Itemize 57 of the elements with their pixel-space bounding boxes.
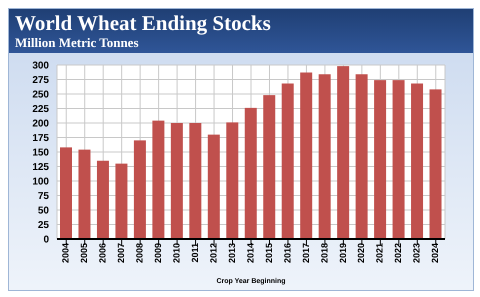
x-tick-label: 2007 bbox=[116, 243, 126, 264]
x-tick-label: 2009 bbox=[153, 243, 164, 264]
y-tick-label: 225 bbox=[32, 104, 50, 116]
y-tick-label: 75 bbox=[38, 191, 50, 202]
y-tick-label: 25 bbox=[38, 220, 50, 232]
y-tick-label: 0 bbox=[43, 234, 50, 246]
bar bbox=[282, 84, 294, 239]
chart-title: World Wheat Ending Stocks bbox=[15, 11, 272, 35]
x-tick-label: 2022 bbox=[393, 243, 404, 264]
bar bbox=[134, 140, 146, 239]
x-tick-label: 2011 bbox=[190, 243, 200, 263]
x-tick-label: 2015 bbox=[264, 243, 274, 264]
bar bbox=[263, 95, 276, 239]
y-tick-label: 300 bbox=[32, 60, 50, 72]
x-tick-label: 2016 bbox=[282, 243, 292, 264]
y-tick-label: 125 bbox=[32, 162, 50, 174]
bar bbox=[60, 147, 72, 239]
bar bbox=[189, 123, 202, 239]
bar bbox=[392, 80, 405, 239]
bar bbox=[411, 84, 424, 239]
bar bbox=[115, 164, 128, 239]
x-tick-label: 2010 bbox=[171, 243, 182, 264]
x-tick-label: 2012 bbox=[208, 243, 218, 264]
y-tick-label: 175 bbox=[32, 133, 50, 144]
x-tick-label: 2005 bbox=[79, 243, 90, 264]
bar bbox=[78, 150, 90, 239]
y-tick-label: 275 bbox=[32, 75, 50, 86]
bar bbox=[226, 122, 238, 239]
x-tick-label: 2023 bbox=[412, 243, 422, 264]
bar bbox=[356, 74, 368, 239]
bar bbox=[300, 72, 312, 239]
x-tick-label: 2021 bbox=[374, 243, 385, 264]
y-tick-label: 150 bbox=[32, 148, 50, 159]
y-tick-label: 100 bbox=[32, 176, 50, 188]
x-tick-label: 2006 bbox=[98, 243, 108, 264]
x-tick-label: 2014 bbox=[245, 243, 256, 264]
x-tick-label: 2008 bbox=[134, 243, 145, 264]
bar bbox=[318, 74, 331, 239]
y-tick-label: 50 bbox=[38, 206, 50, 217]
bar bbox=[170, 123, 183, 239]
x-tick-label: 2024 bbox=[430, 243, 440, 264]
x-tick-label: 2004 bbox=[60, 243, 71, 264]
bar bbox=[152, 120, 164, 239]
x-tick-label: 2019 bbox=[338, 243, 348, 264]
chart-subtitle: Million Metric Tonnes bbox=[15, 35, 140, 50]
x-tick-label: 2017 bbox=[300, 243, 311, 264]
bar bbox=[430, 89, 442, 239]
bar bbox=[208, 134, 220, 239]
y-tick-label: 250 bbox=[32, 90, 50, 101]
bar bbox=[96, 160, 109, 239]
x-tick-label: 2020 bbox=[356, 243, 366, 264]
bar bbox=[337, 66, 350, 239]
x-tick-label: 2018 bbox=[319, 243, 330, 264]
bar bbox=[374, 80, 386, 239]
x-tick-label: 2013 bbox=[226, 243, 237, 264]
bar bbox=[244, 108, 257, 239]
y-tick-label: 200 bbox=[32, 118, 50, 130]
